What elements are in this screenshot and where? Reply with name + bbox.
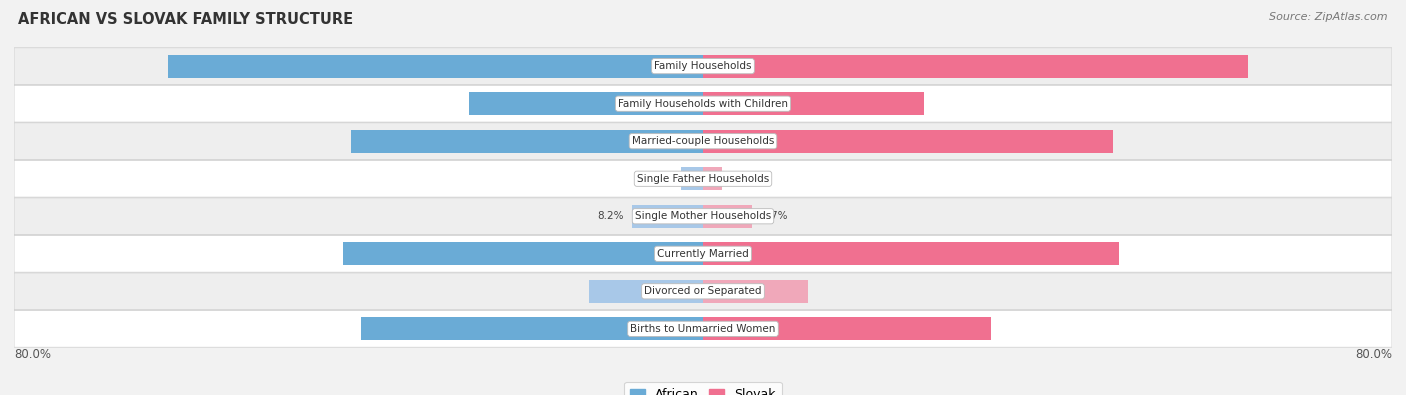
- Text: 40.9%: 40.9%: [657, 136, 693, 146]
- Text: Family Households: Family Households: [654, 61, 752, 71]
- Bar: [589, 280, 703, 303]
- Bar: [703, 317, 991, 340]
- Bar: [703, 92, 924, 115]
- Text: Currently Married: Currently Married: [657, 249, 749, 259]
- Bar: [361, 317, 703, 340]
- Bar: [343, 242, 703, 265]
- Text: 47.6%: 47.6%: [713, 136, 749, 146]
- Text: 33.4%: 33.4%: [713, 324, 749, 334]
- Bar: [682, 167, 703, 190]
- Text: AFRICAN VS SLOVAK FAMILY STRUCTURE: AFRICAN VS SLOVAK FAMILY STRUCTURE: [18, 12, 353, 27]
- FancyBboxPatch shape: [14, 273, 1392, 310]
- Text: Single Father Households: Single Father Households: [637, 174, 769, 184]
- Text: 8.2%: 8.2%: [598, 211, 624, 221]
- Bar: [468, 92, 703, 115]
- Text: 2.5%: 2.5%: [647, 174, 673, 184]
- Text: 48.3%: 48.3%: [713, 249, 749, 259]
- Text: 80.0%: 80.0%: [1355, 348, 1392, 361]
- Text: 63.3%: 63.3%: [713, 61, 749, 71]
- FancyBboxPatch shape: [14, 160, 1392, 197]
- FancyBboxPatch shape: [14, 123, 1392, 160]
- Text: 27.2%: 27.2%: [657, 99, 693, 109]
- Text: 12.2%: 12.2%: [713, 286, 749, 296]
- Bar: [703, 205, 752, 228]
- Bar: [703, 280, 808, 303]
- FancyBboxPatch shape: [14, 198, 1392, 235]
- Text: 13.2%: 13.2%: [657, 286, 693, 296]
- Legend: African, Slovak: African, Slovak: [624, 382, 782, 395]
- Bar: [169, 55, 703, 78]
- Text: 62.1%: 62.1%: [657, 61, 693, 71]
- Text: Divorced or Separated: Divorced or Separated: [644, 286, 762, 296]
- FancyBboxPatch shape: [14, 85, 1392, 122]
- FancyBboxPatch shape: [14, 48, 1392, 85]
- Text: Family Households with Children: Family Households with Children: [619, 99, 787, 109]
- Text: Births to Unmarried Women: Births to Unmarried Women: [630, 324, 776, 334]
- Text: 41.8%: 41.8%: [657, 249, 693, 259]
- FancyBboxPatch shape: [14, 235, 1392, 272]
- Bar: [703, 55, 1249, 78]
- Text: Married-couple Households: Married-couple Households: [631, 136, 775, 146]
- Text: Source: ZipAtlas.com: Source: ZipAtlas.com: [1270, 12, 1388, 22]
- Text: Single Mother Households: Single Mother Households: [636, 211, 770, 221]
- Bar: [703, 242, 1119, 265]
- Bar: [633, 205, 703, 228]
- Text: 2.2%: 2.2%: [731, 174, 756, 184]
- Text: 39.7%: 39.7%: [657, 324, 693, 334]
- Bar: [350, 130, 703, 153]
- Text: 5.7%: 5.7%: [761, 211, 787, 221]
- Bar: [703, 130, 1114, 153]
- Text: 80.0%: 80.0%: [14, 348, 51, 361]
- FancyBboxPatch shape: [14, 310, 1392, 347]
- Text: 25.7%: 25.7%: [713, 99, 749, 109]
- Bar: [703, 167, 721, 190]
